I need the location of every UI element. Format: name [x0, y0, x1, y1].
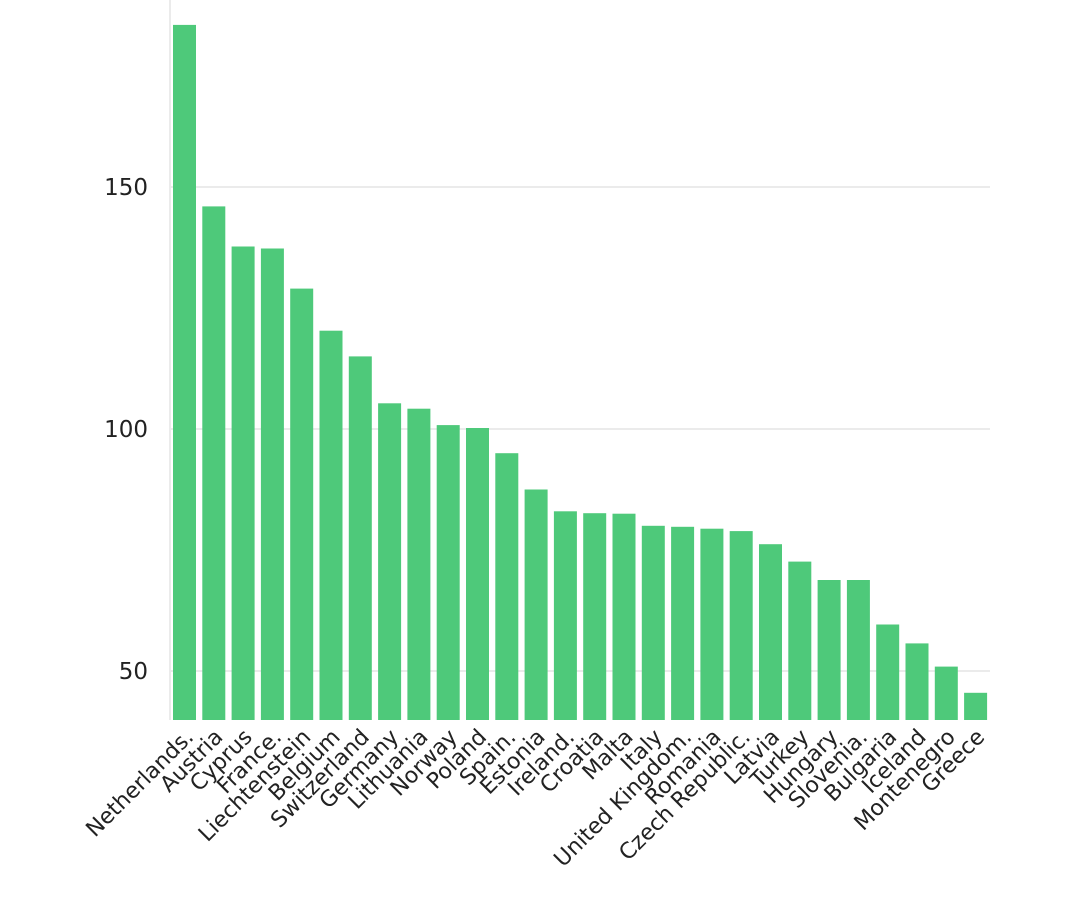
bar-cyprus — [231, 246, 255, 720]
y-tick-label-150: 150 — [104, 175, 148, 201]
bar-united-kingdom — [671, 526, 695, 720]
bar-montenegro — [934, 666, 958, 720]
bar-malta — [612, 513, 636, 720]
bar-turkey — [788, 561, 812, 720]
bar-croatia — [583, 513, 607, 720]
bar-estonia — [524, 489, 548, 720]
bar-slovenia — [846, 580, 870, 720]
bar-belgium — [319, 330, 343, 720]
bar-latvia — [759, 544, 782, 720]
bar-czech-republic — [729, 531, 753, 720]
bar-italy — [641, 525, 665, 720]
bar-germany — [378, 403, 402, 720]
x-tick-labels: Netherlands.AustriaCyprusFrance.Liechten… — [82, 725, 991, 872]
bar-netherlands — [173, 24, 196, 720]
bar-austria — [202, 206, 226, 720]
bar-lithuania — [407, 408, 431, 720]
y-tick-label-50: 50 — [119, 659, 148, 685]
bar-poland — [466, 428, 489, 720]
bar-bulgaria — [876, 624, 900, 720]
bar-spain — [495, 453, 519, 720]
y-tick-label-100: 100 — [104, 417, 148, 443]
bar-norway — [436, 425, 460, 720]
bar-france — [260, 248, 284, 720]
bar-romania — [700, 528, 724, 720]
bar-greece — [964, 692, 988, 720]
bar-liechtenstein — [290, 288, 314, 720]
bar-switzerland — [348, 356, 372, 720]
bars — [173, 24, 988, 720]
y-tick-labels: 50 100 150 — [104, 175, 148, 685]
bar-iceland — [905, 643, 929, 720]
bar-hungary — [817, 580, 841, 720]
bar-ireland — [553, 511, 577, 720]
